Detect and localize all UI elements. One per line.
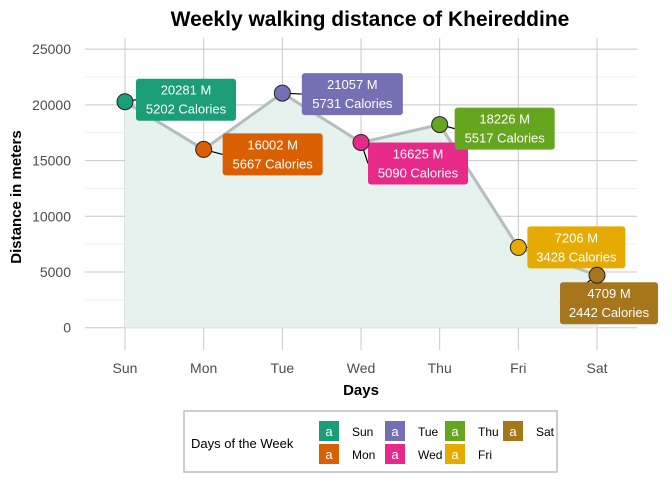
legend-key-glyph: a: [325, 447, 333, 462]
data-point: [588, 266, 606, 284]
x-tick-label: Wed: [347, 360, 376, 376]
data-label-calories: 5202 Calories: [146, 102, 227, 117]
data-points: [116, 84, 606, 284]
data-label-distance: 4709 M: [587, 286, 630, 301]
legend-key: [319, 421, 339, 441]
data-label-distance: 7206 M: [555, 230, 598, 245]
data-labels: 20281 M 5202 Calories 16002 M 5667 Calories…: [124, 73, 659, 325]
data-label-box: [560, 282, 659, 325]
legend-label: Sun: [352, 425, 373, 439]
x-tick-label: Tue: [271, 360, 295, 376]
legend-key-glyph: a: [391, 447, 399, 462]
legend-key: [445, 421, 465, 441]
y-tick-label: 0: [63, 320, 71, 336]
legend-box: [183, 410, 558, 473]
y-tick-label: 25000: [32, 41, 71, 57]
data-point: [195, 140, 213, 158]
x-tick-label: Mon: [190, 360, 217, 376]
legend-label: Sat: [536, 425, 555, 439]
data-label-box: [454, 107, 555, 150]
y-tick-label: 20000: [32, 97, 71, 113]
legend-key-glyph: a: [509, 424, 517, 439]
data-label-distance: 21057 M: [327, 77, 378, 92]
data-label-calories: 5517 Calories: [465, 131, 546, 146]
data-label-box: [222, 133, 323, 176]
y-tick-label: 5000: [40, 264, 71, 280]
x-tick-label: Sat: [587, 360, 608, 376]
data-point: [352, 133, 370, 151]
legend-key: [385, 444, 405, 464]
legend-key-glyph: a: [325, 424, 333, 439]
chart-title: Weekly walking distance of Kheireddine: [171, 8, 570, 31]
x-tick-label: Sun: [113, 360, 138, 376]
legend-label: Tue: [418, 425, 439, 439]
data-label-calories: 5667 Calories: [233, 156, 314, 171]
data-label-calories: 3428 Calories: [536, 249, 617, 264]
data-point: [509, 238, 527, 256]
data-label-distance: 20281 M: [161, 83, 212, 98]
data-label-distance: 18226 M: [479, 112, 530, 127]
legend-key: [319, 444, 339, 464]
legend-key: [445, 444, 465, 464]
legend-key-glyph: a: [391, 424, 399, 439]
y-tick-label: 10000: [32, 208, 71, 224]
data-point: [431, 116, 449, 134]
data-label-calories: 5090 Calories: [378, 165, 459, 180]
legend-label: Fri: [478, 448, 492, 462]
x-tick-label: Thu: [428, 360, 452, 376]
legend-label: Wed: [418, 448, 442, 462]
legend-key: [385, 421, 405, 441]
data-point: [116, 93, 134, 111]
data-label-calories: 2442 Calories: [569, 305, 650, 320]
y-axis-title: Distance in meters: [8, 130, 25, 263]
x-axis-title: Days: [343, 382, 379, 399]
legend-key-glyph: a: [451, 447, 459, 462]
y-tick-label: 15000: [32, 153, 71, 169]
data-label-calories: 5731 Calories: [312, 96, 393, 111]
data-label-box: [368, 142, 469, 185]
legend-key: [503, 421, 523, 441]
x-tick-label: Fri: [510, 360, 526, 376]
legend-label: Thu: [478, 425, 499, 439]
data-label-box: [301, 73, 403, 116]
data-label-distance: 16625 M: [393, 146, 444, 161]
data-label-distance: 16002 M: [247, 137, 298, 152]
data-point: [273, 84, 291, 102]
data-label-box: [136, 78, 236, 121]
legend-key-glyph: a: [451, 424, 459, 439]
data-label-box: [527, 226, 626, 269]
legend-label: Mon: [352, 448, 375, 462]
plot-area: 20281 M 5202 Calories 16002 M 5667 Calories…: [32, 38, 659, 376]
legend-title: Days of the Week: [191, 436, 294, 451]
